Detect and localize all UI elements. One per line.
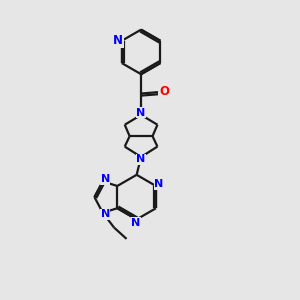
Text: N: N	[136, 108, 146, 118]
Text: O: O	[159, 85, 169, 98]
Text: N: N	[131, 218, 141, 228]
Text: N: N	[100, 174, 110, 184]
Text: N: N	[113, 34, 123, 47]
Text: N: N	[154, 179, 164, 190]
Text: N: N	[136, 154, 146, 164]
Text: N: N	[100, 209, 110, 220]
